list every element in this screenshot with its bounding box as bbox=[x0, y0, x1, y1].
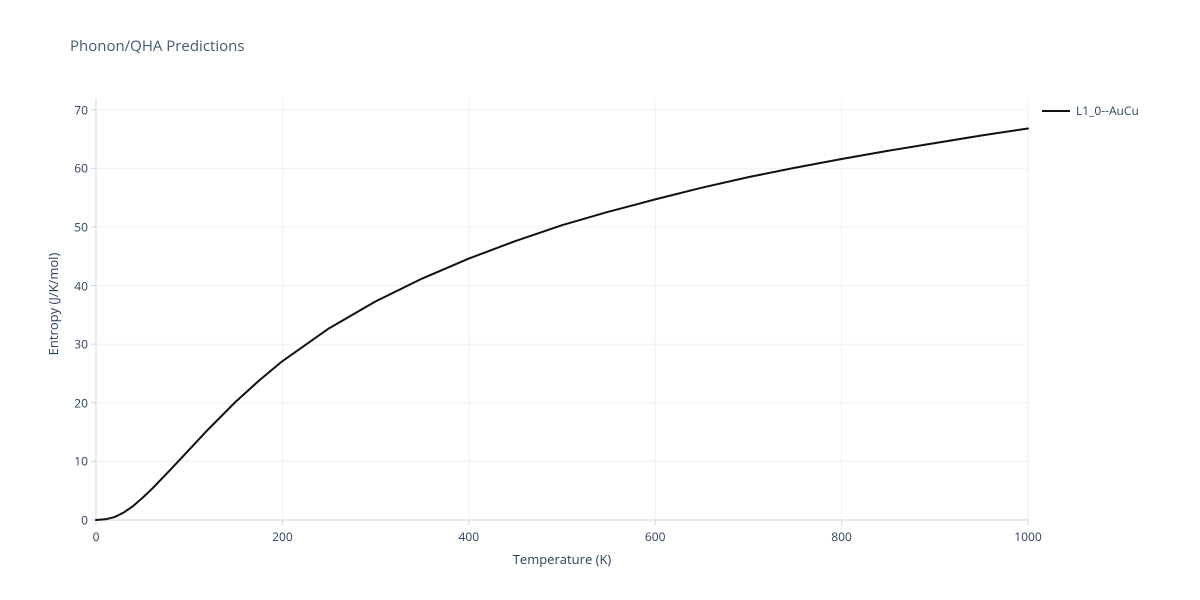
y-tick-label: 70 bbox=[68, 101, 88, 118]
x-tick-label: 1000 bbox=[1014, 528, 1041, 545]
x-tick-label: 200 bbox=[272, 528, 293, 545]
y-tick-label: 60 bbox=[68, 160, 88, 177]
x-tick-label: 0 bbox=[93, 528, 100, 545]
y-tick-label: 50 bbox=[68, 218, 88, 235]
x-tick-label: 600 bbox=[645, 528, 666, 545]
y-tick-label: 20 bbox=[68, 394, 88, 411]
y-axis-label: Entropy (J/K/mol) bbox=[44, 244, 62, 364]
legend[interactable]: L1_0--AuCu bbox=[1042, 102, 1139, 119]
chart-plot-area bbox=[0, 0, 1200, 600]
x-tick-label: 400 bbox=[459, 528, 480, 545]
y-tick-label: 40 bbox=[68, 277, 88, 294]
legend-label: L1_0--AuCu bbox=[1076, 102, 1139, 119]
legend-swatch bbox=[1042, 110, 1070, 112]
y-tick-label: 0 bbox=[68, 512, 88, 529]
y-tick-label: 10 bbox=[68, 453, 88, 470]
x-tick-label: 800 bbox=[831, 528, 852, 545]
y-tick-label: 30 bbox=[68, 336, 88, 353]
x-axis-label: Temperature (K) bbox=[502, 550, 622, 568]
